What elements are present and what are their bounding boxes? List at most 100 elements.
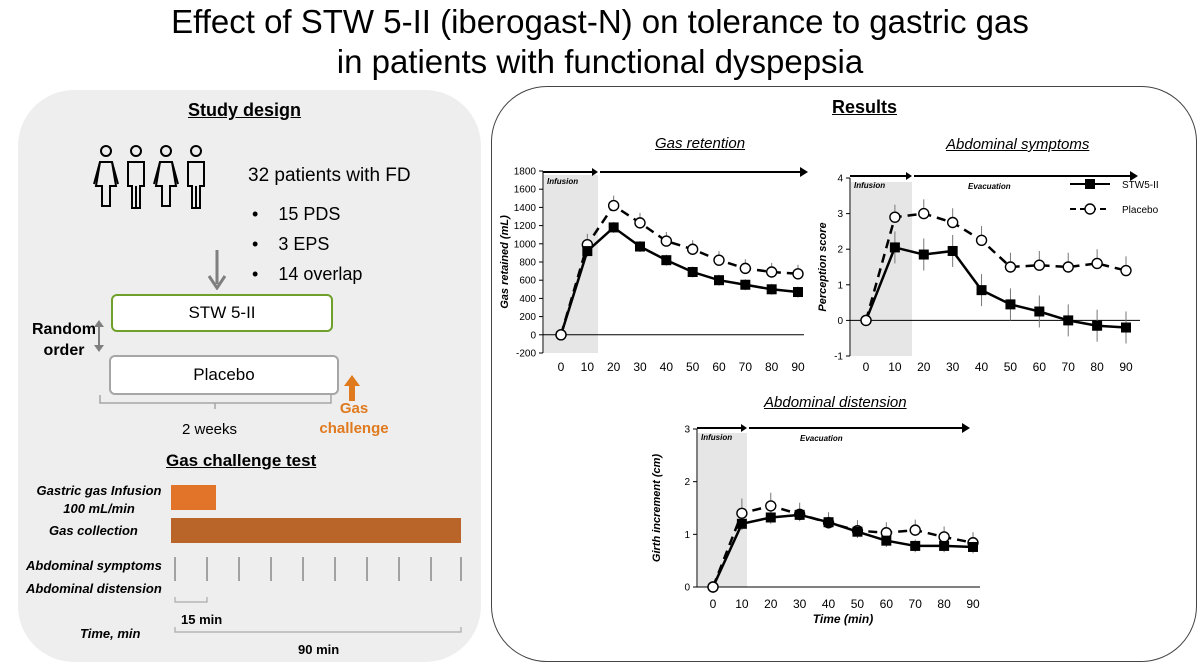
- y-tick-label: 200: [519, 312, 536, 323]
- arm-stw-label: STW 5-II: [188, 303, 256, 322]
- total-bracket: [174, 627, 462, 633]
- infusion-phase-label: Infusion: [854, 181, 885, 190]
- y-tick-label: 3: [837, 209, 843, 220]
- title-line-2: in patients with functional dyspepsia: [336, 43, 864, 80]
- placebo-point: [792, 268, 804, 280]
- stw-point: [968, 541, 978, 552]
- chart-3-title: Abdominal distension: [764, 394, 907, 411]
- stw-point: [765, 512, 776, 523]
- symptoms-label: Abdominal symptoms: [26, 558, 162, 573]
- y-axis-label: Perception score: [817, 222, 829, 311]
- infusion-arrow-head: [592, 168, 598, 176]
- infusion-shade: [544, 175, 598, 353]
- y-tick-label: 3: [684, 425, 690, 436]
- origin-point: [860, 314, 872, 327]
- y-tick-label: 400: [519, 294, 536, 305]
- x-tick-label: 20: [764, 597, 778, 611]
- x-tick-label: 10: [581, 360, 595, 374]
- subgroup-list: • 15 PDS • 3 EPS • 14 overlap: [252, 199, 362, 289]
- y-tick-label: 2: [837, 245, 843, 256]
- stw-point: [1121, 322, 1131, 333]
- time-label: Time, min: [80, 626, 141, 641]
- x-tick-label: 80: [765, 360, 779, 374]
- x-tick-label: 90: [1119, 360, 1133, 374]
- x-tick-label: 30: [793, 597, 807, 611]
- placebo-point: [1120, 264, 1132, 277]
- x-tick-label: 10: [735, 597, 749, 611]
- infusion-phase-label: Infusion: [701, 433, 732, 442]
- stw-point: [1005, 299, 1016, 310]
- stw-point: [1034, 306, 1045, 317]
- placebo-point: [765, 266, 778, 278]
- total-duration-label: 90 min: [298, 642, 340, 657]
- x-tick-label: 60: [1033, 360, 1047, 374]
- duration-label: 2 weeks: [182, 421, 238, 438]
- y-tick-label: 1: [684, 530, 690, 541]
- stw-point: [1092, 320, 1103, 331]
- evacuation-phase-label: Evacuation: [800, 434, 843, 443]
- placebo-point: [686, 243, 699, 255]
- stw-point: [1063, 315, 1074, 326]
- stw-point: [766, 284, 777, 295]
- y-tick-label: 1000: [514, 239, 537, 250]
- x-axis-label: Time (min): [813, 612, 873, 626]
- infusion-label: Gastric gas Infusion 100 mL/min: [36, 483, 162, 516]
- y-tick-label: -1: [834, 352, 843, 363]
- placebo-point: [736, 507, 748, 519]
- results-panel: [491, 86, 1197, 662]
- series-line-stw: [559, 225, 799, 336]
- interval-label: 15 min: [181, 612, 223, 627]
- chart-1-title: Gas retention: [655, 135, 746, 152]
- placebo-point: [975, 234, 988, 247]
- x-tick-label: 10: [888, 360, 902, 374]
- placebo-point: [946, 216, 959, 229]
- subgroup-item: • 3 EPS: [252, 234, 330, 254]
- stw-point: [608, 222, 619, 233]
- infusion-bar: [171, 485, 216, 510]
- x-tick-label: 90: [966, 597, 980, 611]
- placebo-point: [739, 262, 752, 275]
- placebo-point: [1033, 259, 1046, 271]
- x-tick-label: 80: [1090, 360, 1104, 374]
- y-axis-label: Girth increment (cm): [651, 454, 663, 563]
- x-tick-label: 70: [739, 360, 753, 374]
- placebo-point: [634, 217, 646, 229]
- collection-label: Gas collection: [49, 523, 138, 538]
- stw-point: [976, 285, 987, 296]
- infusion-arrow-head: [741, 424, 747, 432]
- stw-point: [793, 287, 803, 298]
- patients-count: 32 patients with FD: [248, 165, 411, 186]
- placebo-point: [1062, 261, 1074, 273]
- placebo-point: [938, 531, 950, 543]
- x-tick-label: 0: [710, 597, 717, 611]
- placebo-point: [1091, 257, 1103, 270]
- gas-challenge-label: Gas challenge: [319, 400, 389, 437]
- y-tick-label: 1800: [514, 167, 537, 178]
- x-tick-label: 60: [712, 360, 726, 374]
- origin-point: [555, 329, 567, 341]
- x-tick-label: 40: [822, 597, 836, 611]
- patients-icon: [93, 145, 205, 209]
- stw-point: [889, 242, 900, 253]
- random-order-label: Random order: [32, 321, 96, 359]
- x-tick-label: 50: [851, 597, 865, 611]
- infusion-phase-label: Infusion: [547, 177, 578, 186]
- measurement-ticks: [174, 557, 462, 581]
- y-tick-label: 1200: [514, 221, 537, 232]
- x-tick-label: 60: [880, 597, 894, 611]
- stw-point: [794, 509, 805, 520]
- y-tick-label: 800: [519, 258, 536, 269]
- stw-point: [687, 267, 698, 278]
- legend-label-placebo: Placebo: [1122, 205, 1159, 216]
- study-design-heading: Study design: [188, 100, 302, 120]
- placebo-point: [1004, 261, 1017, 273]
- placebo-point: [765, 500, 777, 512]
- placebo-point: [607, 199, 620, 212]
- series-line-placebo: [864, 212, 1127, 321]
- stw-point: [635, 241, 645, 252]
- y-tick-label: 2: [684, 477, 690, 488]
- stw-point: [714, 275, 724, 286]
- legend-label-stw: STW5-II: [1122, 180, 1159, 191]
- down-arrow-icon: [207, 250, 227, 290]
